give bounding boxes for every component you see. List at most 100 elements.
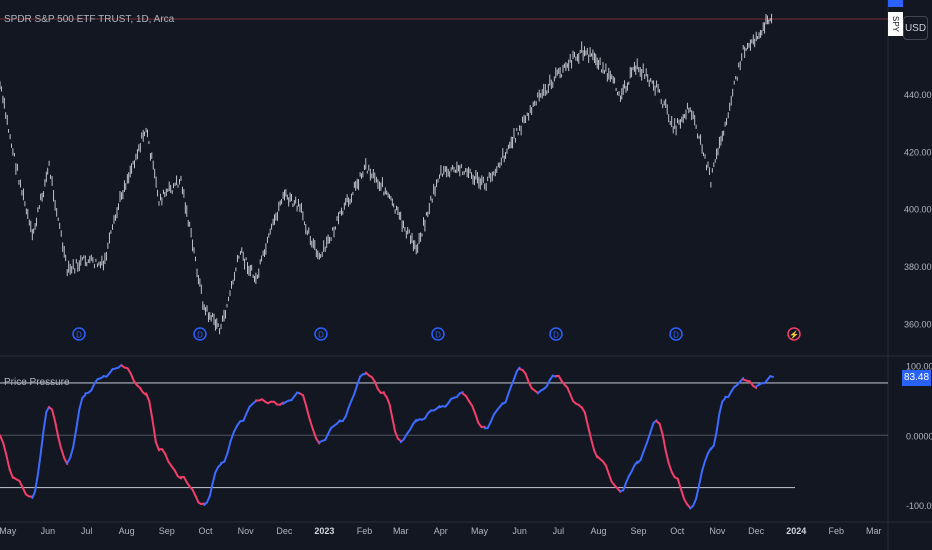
indicator-line-segment xyxy=(21,486,27,496)
indicator-line-segment xyxy=(191,488,197,497)
indicator-line-segment xyxy=(396,437,402,442)
indicator-line-segment xyxy=(42,411,48,432)
indicator-line-segment xyxy=(639,450,645,462)
indicator-line-segment xyxy=(60,447,66,460)
indicator-line-segment xyxy=(566,386,572,396)
time-axis-label: Mar xyxy=(866,526,882,536)
time-axis-label: May xyxy=(0,526,17,536)
indicator-line-segment xyxy=(145,392,151,403)
indicator-line-segment xyxy=(527,381,533,390)
indicator-line-segment xyxy=(513,370,518,381)
indicator-line-segment xyxy=(90,382,96,392)
indicator-line-segment xyxy=(173,469,179,478)
time-axis-label: 2024 xyxy=(786,526,806,536)
indicator-line-segment xyxy=(769,375,774,378)
indicator-line-segment xyxy=(302,394,308,408)
indicator-line-segment xyxy=(233,424,239,433)
indicator-line-segment xyxy=(586,424,592,440)
time-axis-label: Jun xyxy=(512,526,527,536)
event-marker-label: D xyxy=(553,331,559,340)
indicator-tick-label: -100.00 xyxy=(906,501,932,511)
indicator-line-segment xyxy=(604,464,610,475)
indicator-line-segment xyxy=(583,411,589,427)
price-tick-label: 420.00 xyxy=(904,147,932,157)
indicator-line-segment xyxy=(34,473,39,493)
indicator-line-segment xyxy=(388,403,394,419)
indicator-line-segment xyxy=(486,421,492,430)
indicator-line-segment xyxy=(78,397,84,411)
indicator-line-segment xyxy=(676,477,682,490)
indicator-line-segment xyxy=(223,452,229,463)
indicator-line-segment xyxy=(57,435,63,450)
time-axis-label: Mar xyxy=(393,526,409,536)
indicator-line-segment xyxy=(402,433,408,441)
time-axis-label: Oct xyxy=(199,526,214,536)
indicator-line-segment xyxy=(217,463,222,468)
indicator-line-segment xyxy=(164,453,170,463)
event-marker xyxy=(193,327,207,341)
indicator-line-segment xyxy=(226,439,232,455)
event-marker xyxy=(787,327,801,341)
event-marker-label: D xyxy=(435,331,441,340)
indicator-line-segment xyxy=(642,441,648,453)
indicator-title: Price Pressure xyxy=(4,377,70,388)
indicator-line-segment xyxy=(81,393,87,399)
time-axis-label: 2023 xyxy=(314,526,334,536)
indicator-line-segment xyxy=(69,446,75,459)
indicator-line-segment xyxy=(625,475,630,484)
indicator-line-segment xyxy=(649,422,655,435)
event-marker-label: D xyxy=(197,331,203,340)
time-axis-label: Sep xyxy=(631,526,647,536)
indicator-line-segment xyxy=(471,404,477,415)
event-marker xyxy=(669,327,683,341)
indicator-line-segment xyxy=(590,437,596,452)
time-axis-label: Sep xyxy=(159,526,175,536)
indicator-line-segment xyxy=(533,389,539,394)
indicator-line-segment xyxy=(661,433,667,452)
indicator-line-segment xyxy=(394,430,399,440)
price-scale-top-marker xyxy=(888,0,903,7)
time-axis-label: Oct xyxy=(670,526,685,536)
indicator-line-segment xyxy=(569,393,574,402)
time-axis-label: Dec xyxy=(276,526,293,536)
indicator-line-segment xyxy=(347,399,353,409)
indicator-line-segment xyxy=(311,427,317,440)
symbol-tag: SPY xyxy=(888,12,903,36)
indicator-line-segment xyxy=(18,479,24,489)
indicator-line-segment xyxy=(704,452,709,463)
indicator-line-segment xyxy=(206,495,211,504)
indicator-line-segment xyxy=(194,494,200,504)
indicator-line-segment xyxy=(683,497,689,506)
indicator-line-segment xyxy=(208,482,214,497)
indicator-line-segment xyxy=(75,408,81,430)
indicator-line-segment xyxy=(718,400,724,415)
indicator-line-segment xyxy=(324,432,330,441)
event-marker xyxy=(431,327,445,341)
indicator-line-segment xyxy=(507,385,513,395)
time-axis-label: Nov xyxy=(709,526,726,536)
indicator-line-segment xyxy=(545,379,551,388)
indicator-line-segment xyxy=(54,420,60,438)
price-tick-label: 440.00 xyxy=(904,90,932,100)
indicator-line-segment xyxy=(391,416,397,433)
indicator-line-segment xyxy=(148,400,154,421)
event-marker-label: ⚡ xyxy=(789,330,799,340)
time-axis-label: Jul xyxy=(553,526,565,536)
indicator-line-segment xyxy=(679,487,685,500)
indicator-line-segment xyxy=(373,380,379,391)
indicator-line-segment xyxy=(66,456,72,465)
price-tick-label: 360.00 xyxy=(904,319,932,329)
indicator-line-segment xyxy=(242,412,248,422)
indicator-line-segment xyxy=(458,391,464,395)
time-axis-label: Aug xyxy=(590,526,606,536)
indicator-line-segment xyxy=(692,497,698,507)
indicator-line-segment xyxy=(5,454,11,471)
symbol-title: SPDR S&P 500 ETF TRUST, 1D, Arca xyxy=(4,14,175,25)
currency-button[interactable]: USD xyxy=(903,16,928,40)
indicator-line-segment xyxy=(151,418,157,443)
indicator-line-segment xyxy=(350,393,356,402)
price-tick-label: 380.00 xyxy=(904,262,932,272)
indicator-line-segment xyxy=(245,405,251,415)
event-marker-label: D xyxy=(318,331,324,340)
